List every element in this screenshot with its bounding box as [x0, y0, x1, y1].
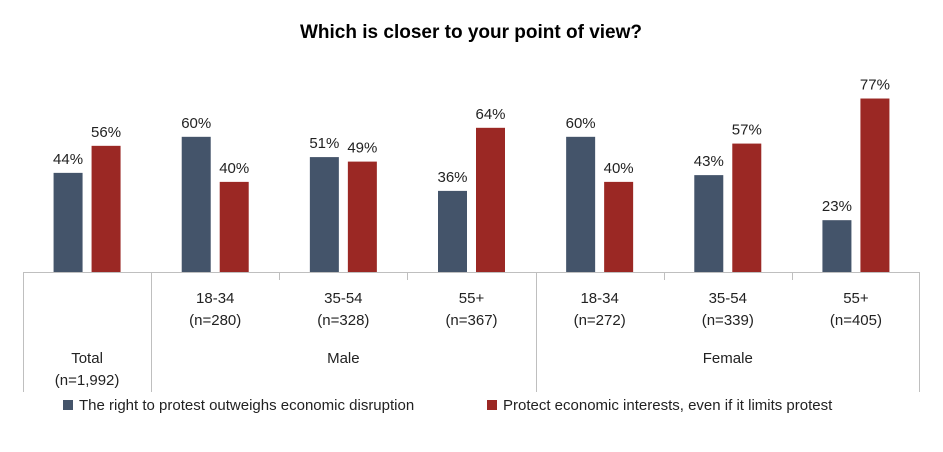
category-label: 18-34 [580, 290, 618, 307]
group-label: Male [327, 350, 360, 367]
category-sublabel: (n=272) [574, 312, 626, 329]
bar-series1-cat2 [181, 136, 211, 272]
category-label: 35-54 [709, 290, 747, 307]
data-label-series1-cat2: 60% [181, 115, 211, 132]
data-label-series2-cat5: 40% [604, 160, 634, 177]
data-label-series2-cat6: 57% [732, 122, 762, 139]
data-label-series1-cat5: 60% [566, 115, 596, 132]
bar-series2-cat4 [476, 127, 505, 272]
category-sublabel: (n=328) [317, 312, 369, 329]
bar-series2-cat1 [91, 145, 121, 272]
bar-series1-cat3 [309, 157, 339, 272]
bar-series1-cat1 [53, 172, 83, 272]
legend-label-series1: The right to protest outweighs economic … [79, 397, 414, 414]
legend-swatch-series2 [487, 400, 497, 410]
bar-series2-cat5 [604, 181, 634, 272]
data-label-series2-cat1: 56% [91, 124, 121, 141]
data-label-series1-cat6: 43% [694, 153, 724, 170]
category-sublabel: (n=367) [445, 312, 497, 329]
data-label-series2-cat3: 49% [347, 140, 377, 157]
category-sublabel: (n=280) [189, 312, 241, 329]
bar-series1-cat7 [822, 220, 852, 272]
category-label: 55+ [459, 290, 485, 307]
data-label-series1-cat4: 36% [437, 169, 467, 186]
category-sublabel: (n=405) [830, 312, 882, 329]
bar-series1-cat5 [566, 136, 596, 272]
category-label: 35-54 [324, 290, 362, 307]
data-label-series1-cat7: 23% [822, 198, 852, 215]
bar-series2-cat3 [347, 161, 377, 272]
bars-layer [53, 98, 890, 272]
bar-series1-cat4 [438, 190, 467, 272]
bar-series2-cat7 [860, 98, 890, 272]
group-label: Female [703, 350, 753, 367]
data-label-series1-cat1: 44% [53, 151, 83, 168]
bar-series1-cat6 [694, 175, 724, 272]
data-label-series2-cat4: 64% [475, 106, 505, 123]
chart-title: Which is closer to your point of view? [300, 22, 642, 43]
data-label-series1-cat3: 51% [309, 135, 339, 152]
category-label: 18-34 [196, 290, 234, 307]
bar-series2-cat6 [732, 143, 762, 272]
category-sublabel: (n=1,992) [55, 372, 120, 389]
legend-label-series2: Protect economic interests, even if it l… [503, 397, 833, 414]
category-label: Total [71, 350, 103, 367]
legend: The right to protest outweighs economic … [63, 397, 833, 414]
category-sublabel: (n=339) [702, 312, 754, 329]
category-axis: Male Female Total (n=1,992) 18-34 (n=280) 35-5… [23, 272, 920, 392]
data-label-series2-cat7: 77% [860, 77, 890, 94]
legend-swatch-series1 [63, 400, 73, 410]
data-labels-layer: 44% 56% 60% 40% 51% 49% 36% 64% 60% 40% 43% 57% 23% 7… [53, 77, 890, 216]
data-label-series2-cat2: 40% [219, 160, 249, 177]
category-label: 55+ [843, 290, 869, 307]
bar-series2-cat2 [219, 181, 249, 272]
